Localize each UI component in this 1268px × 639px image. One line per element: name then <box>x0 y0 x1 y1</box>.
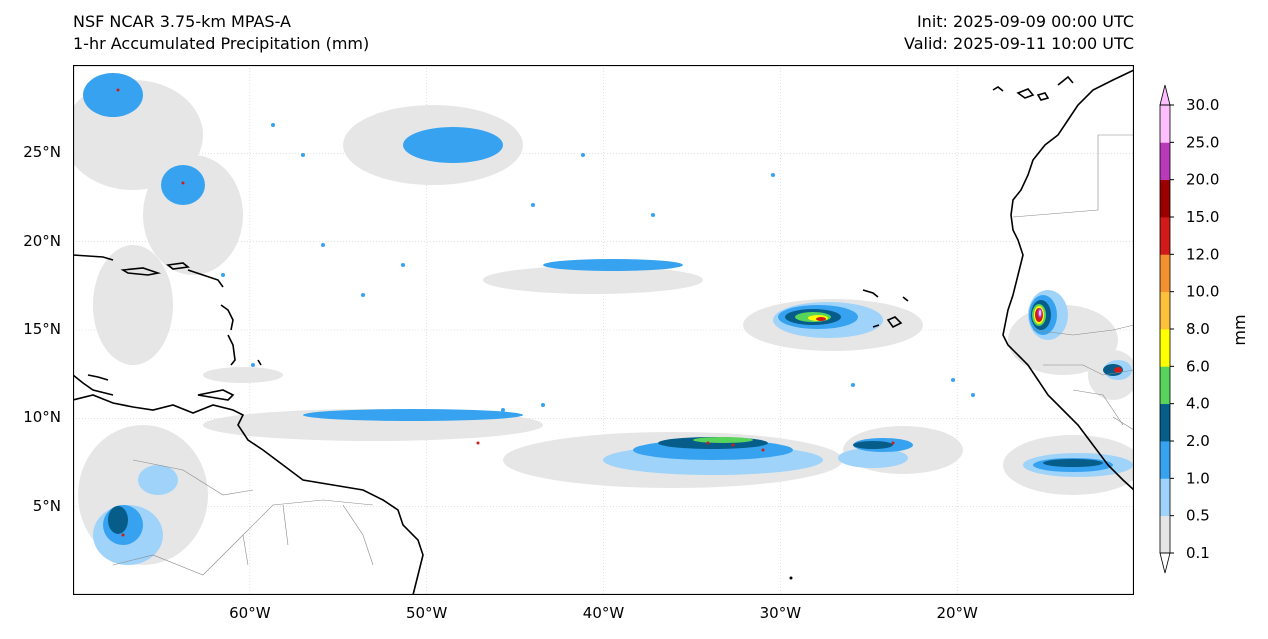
colorbar-tick-label: 12.0 <box>1186 245 1219 263</box>
colorbar-block <box>1160 478 1170 517</box>
latitude-label: 15°N <box>23 320 61 338</box>
field-title: 1-hr Accumulated Precipitation (mm) <box>73 34 370 53</box>
colorbar-tick-label: 1.0 <box>1186 469 1210 487</box>
latitude-label: 25°N <box>23 143 61 162</box>
colorbar-tick-label: 30.0 <box>1186 96 1219 114</box>
colorbar-tick-label: 6.0 <box>1186 357 1210 375</box>
colorbar-tick-label: 8.0 <box>1186 320 1210 338</box>
colorbar-tick-label: 2.0 <box>1186 432 1210 450</box>
colorbar-block <box>1160 291 1170 330</box>
colorbar-extend-max <box>1159 84 1171 106</box>
colorbar-block <box>1160 142 1170 181</box>
colorbar-block <box>1160 403 1170 442</box>
valid-time: Valid: 2025-09-11 10:00 UTC <box>903 34 1134 53</box>
colorbar-tick-label: 0.5 <box>1186 507 1210 525</box>
model-title: NSF NCAR 3.75-km MPAS-A <box>73 12 291 31</box>
latitude-label: 10°N <box>23 408 61 427</box>
colorbar-tick-label: 10.0 <box>1186 283 1219 301</box>
latitude-label: 20°N <box>23 231 61 250</box>
colorbar-tick-label: 25.0 <box>1186 133 1219 151</box>
longitude-label: 50°W <box>405 604 448 622</box>
colorbar-block <box>1160 515 1170 554</box>
longitude-label: 30°W <box>759 604 802 622</box>
colorbar-blocks <box>1159 84 1171 574</box>
colorbar: 0.1 0.5 1.0 2.0 4.0 6.0 8.0 10.0 12.0 15.0 20.0 25.… <box>1159 84 1249 574</box>
colorbar-block <box>1160 217 1170 255</box>
colorbar-tick-label: 0.1 <box>1186 544 1210 562</box>
country-borders <box>112 134 1134 576</box>
colorbar-unit-label: mm <box>1230 314 1249 345</box>
colorbar-block <box>1160 441 1170 479</box>
longitude-label: 60°W <box>229 604 271 622</box>
latitude-label: 5°N <box>32 496 61 515</box>
init-time: Init: 2025-09-09 00:00 UTC <box>916 12 1134 31</box>
map-border <box>73 65 1134 595</box>
precipitation-map <box>73 65 1134 595</box>
colorbar-tick-label: 4.0 <box>1186 395 1210 413</box>
colorbar-block <box>1160 329 1170 367</box>
longitude-label: 40°W <box>582 604 625 622</box>
colorbar-block <box>1160 179 1170 218</box>
precipitation-field <box>73 73 1134 565</box>
colorbar-tick-label: 15.0 <box>1186 208 1219 226</box>
time-block: Init: 2025-09-09 00:00 UTC Valid: 2025-0… <box>904 11 1134 55</box>
title-block: NSF NCAR 3.75-km MPAS-A 1-hr Accumulated… <box>73 11 369 55</box>
colorbar-block <box>1160 366 1170 405</box>
colorbar-block <box>1160 105 1170 143</box>
colorbar-block <box>1160 254 1170 293</box>
colorbar-ticks: 0.1 0.5 1.0 2.0 4.0 6.0 8.0 10.0 12.0 15.0 20.0 25.… <box>1170 96 1219 562</box>
colorbar-tick-label: 20.0 <box>1186 171 1219 189</box>
longitude-label: 20°W <box>936 604 978 622</box>
coastlines <box>73 69 1134 595</box>
colorbar-extend-min <box>1159 552 1171 574</box>
